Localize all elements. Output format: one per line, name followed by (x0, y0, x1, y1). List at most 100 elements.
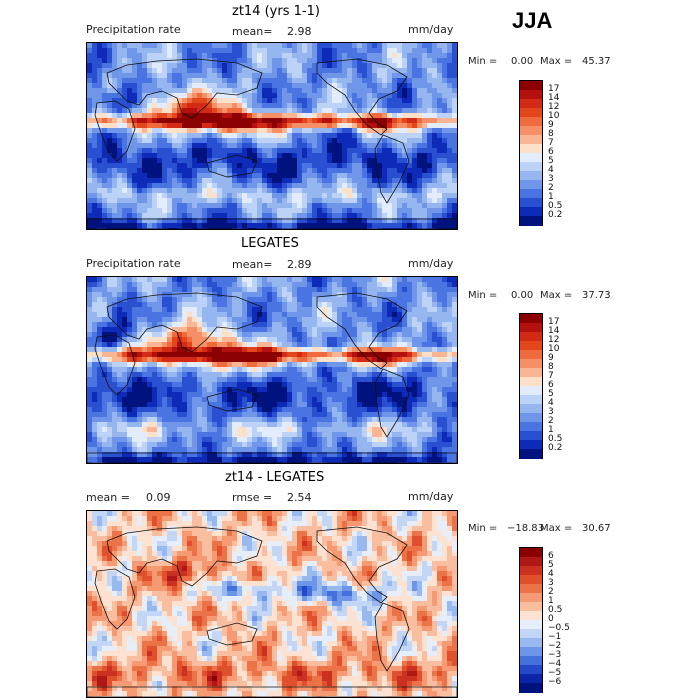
map-cell (357, 397, 363, 403)
map-cell (287, 98, 293, 104)
map-cell (282, 58, 288, 64)
map-cell (282, 53, 288, 59)
map-cell (152, 292, 158, 298)
map-cell (342, 407, 348, 413)
map-cell (327, 83, 333, 89)
map-cell (87, 208, 93, 214)
map-cell (287, 88, 293, 94)
map-cell (247, 53, 253, 59)
map-cell (187, 322, 193, 328)
map-cell (312, 352, 318, 358)
map-cell (302, 203, 308, 209)
map-cell (132, 347, 138, 353)
map-cell (287, 188, 293, 194)
map-cell (92, 347, 98, 353)
map-cell (177, 277, 183, 283)
map-cell (117, 213, 123, 219)
map-cell (132, 108, 138, 114)
map-cell (122, 138, 128, 144)
map-cell (117, 223, 123, 229)
map-cell (327, 163, 333, 169)
map-cell (347, 402, 353, 408)
map-cell (292, 362, 298, 368)
map-cell (267, 203, 273, 209)
map-cell (377, 352, 383, 358)
map-cell (272, 292, 278, 298)
map-cell (452, 103, 457, 109)
map-cell (147, 203, 153, 209)
map-cell (122, 108, 128, 114)
map-cell (442, 178, 448, 184)
map-cell (332, 53, 338, 59)
map-cell (247, 163, 253, 169)
map-cell (412, 188, 418, 194)
map-cell (412, 327, 418, 333)
map-cell (107, 218, 113, 224)
map-cell (377, 312, 383, 318)
map-cell (147, 282, 153, 288)
map-cell (87, 163, 93, 169)
map-cell (172, 342, 178, 348)
map-cell (377, 382, 383, 388)
map-cell (172, 168, 178, 174)
map-cell (162, 397, 168, 403)
map-cell (422, 292, 428, 298)
map-cell (247, 282, 253, 288)
map-cell (402, 377, 408, 383)
map-cell (412, 387, 418, 393)
map-cell (227, 153, 233, 159)
map-cell (242, 412, 248, 418)
map-cell (92, 43, 98, 49)
map-cell (342, 312, 348, 318)
map-cell (252, 48, 258, 54)
map-cell (307, 287, 313, 293)
map-cell (237, 143, 243, 149)
map-cell (372, 417, 378, 423)
map-cell (267, 163, 273, 169)
map-cell (292, 332, 298, 338)
map-cell (277, 382, 283, 388)
map-cell (267, 387, 273, 393)
map-cell (162, 203, 168, 209)
map-cell (237, 53, 243, 59)
map-cell (347, 292, 353, 298)
map-cell (97, 168, 103, 174)
map-cell (192, 188, 198, 194)
map-cell (262, 417, 268, 423)
map-cell (192, 342, 198, 348)
map-cell (137, 367, 143, 373)
map-cell (302, 387, 308, 393)
map-cell (432, 128, 438, 134)
map-cell (227, 322, 233, 328)
map-cell (362, 287, 368, 293)
map-cell (297, 312, 303, 318)
map-cell (272, 297, 278, 303)
map-cell (212, 178, 218, 184)
map-cell (197, 183, 203, 189)
map-cell (427, 312, 433, 318)
map-cell (372, 228, 378, 229)
map-cell (297, 282, 303, 288)
map-cell (127, 337, 133, 343)
map-cell (227, 113, 233, 119)
map-cell (112, 218, 118, 224)
map-cell (97, 312, 103, 318)
map-cell (362, 173, 368, 179)
map-cell (167, 193, 173, 199)
map-cell (447, 292, 453, 298)
map-cell (282, 113, 288, 119)
map-cell (397, 48, 403, 54)
map-cell (217, 58, 223, 64)
map-cell (237, 133, 243, 139)
map-cell (292, 402, 298, 408)
map-cell (87, 53, 93, 59)
map-cell (262, 93, 268, 99)
map-cell (177, 407, 183, 413)
map-cell (447, 93, 453, 99)
map-cell (292, 297, 298, 303)
map-cell (197, 133, 203, 139)
map-cell (147, 98, 153, 104)
map-cell (177, 148, 183, 154)
map-cell (387, 103, 393, 109)
map-cell (127, 392, 133, 398)
